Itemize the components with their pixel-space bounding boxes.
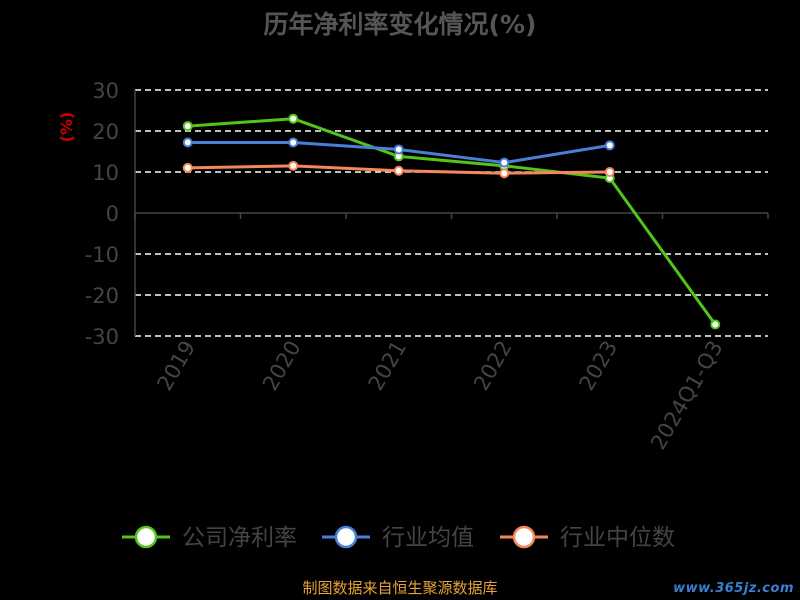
data-point (182, 137, 193, 148)
x-tick-label: 2021 (364, 337, 412, 395)
data-point (710, 319, 721, 330)
y-axis-unit-label: (%) (57, 112, 76, 143)
series-line (187, 117, 717, 326)
axes (134, 90, 769, 336)
data-point (288, 113, 299, 124)
y-tick-label: -30 (85, 325, 119, 349)
legend-label: 行业均值 (382, 525, 474, 551)
data-point (288, 137, 299, 148)
data-point (393, 144, 404, 155)
watermark-logo: www.365jz.com (673, 581, 794, 596)
y-tick-label: -10 (85, 243, 119, 267)
data-point (499, 168, 510, 179)
y-tick-label: -20 (85, 284, 119, 308)
y-tick-label: 30 (92, 79, 119, 103)
legend-marker-icon (512, 525, 536, 549)
data-point (604, 167, 615, 177)
legend-label: 公司净利率 (182, 525, 297, 551)
series-行业中位数 (182, 160, 615, 179)
data-source-note: 制图数据来自恒生聚源数据库 (302, 579, 498, 597)
data-point (499, 157, 510, 168)
y-tick-label: 0 (106, 202, 119, 226)
data-point (288, 160, 299, 171)
data-point (182, 121, 193, 132)
x-tick-label: 2020 (258, 337, 306, 395)
data-point (393, 165, 404, 176)
y-tick-label: 20 (92, 120, 119, 144)
x-tick-label: 2019 (153, 337, 201, 395)
legend-item[interactable]: 行业均值 (322, 525, 474, 551)
grid-lines (135, 89, 768, 337)
x-tick-labels: 2019 2020 2021 2022 2023 2024Q1-Q3 (153, 337, 728, 454)
x-tick-label: 2024Q1-Q3 (646, 337, 728, 454)
series-行业均值 (182, 137, 615, 168)
y-tick-label: 10 (92, 161, 119, 185)
legend-item[interactable]: 公司净利率 (122, 525, 297, 551)
legend-item[interactable]: 行业中位数 (500, 525, 675, 551)
chart-title: 历年净利率变化情况(%) (264, 10, 537, 39)
data-point (604, 140, 615, 151)
legend-label: 行业中位数 (560, 525, 675, 551)
x-tick-label: 2023 (575, 337, 623, 395)
legend-marker-icon (134, 525, 158, 549)
series-layer (182, 113, 721, 330)
data-point (182, 162, 193, 173)
legend-marker-icon (334, 525, 358, 549)
x-tick-label: 2022 (469, 337, 517, 395)
legend[interactable]: 公司净利率 行业均值 行业中位数 (122, 525, 675, 551)
series-公司净利率 (182, 113, 721, 330)
y-tick-labels: 30 20 10 0 -10 -20 -30 (85, 79, 119, 349)
